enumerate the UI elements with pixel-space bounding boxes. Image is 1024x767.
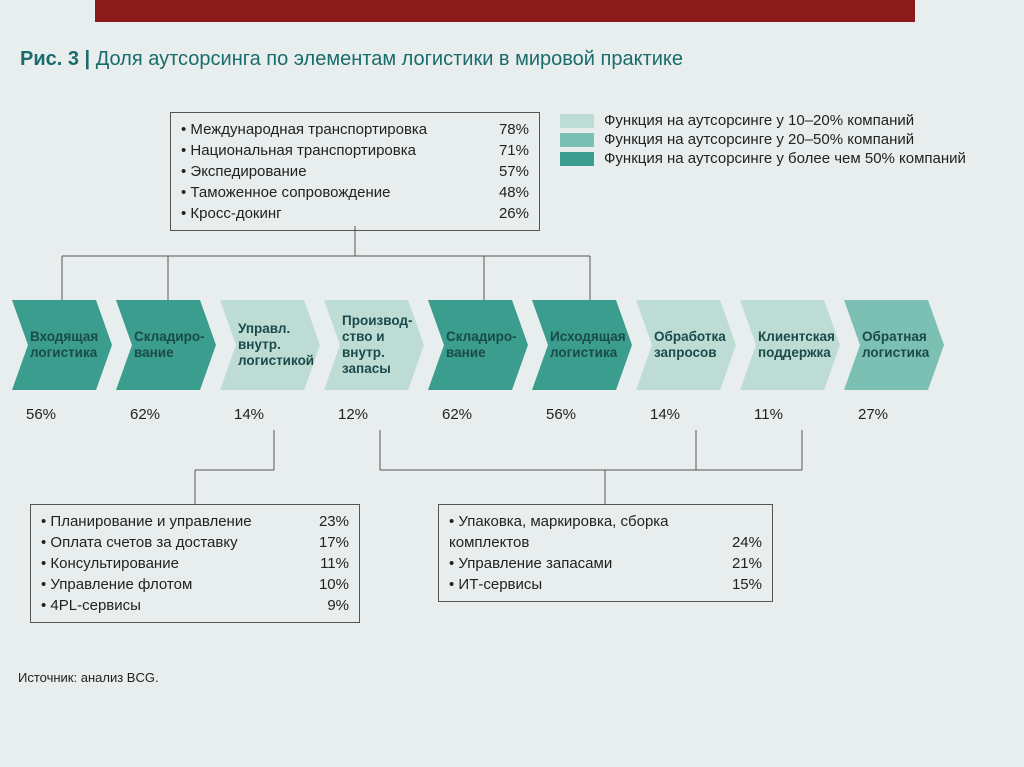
row-value: 21%	[732, 553, 762, 574]
legend-swatch	[560, 152, 594, 166]
process-chevron-row: Входящая логистика Складиро-вание Управл. …	[12, 300, 944, 390]
row-label: Управление флотом	[41, 574, 192, 595]
detail-row: Упаковка, маркировка, сборка комплектов 2…	[449, 511, 762, 553]
chevron-label: Обратная логистика	[862, 329, 938, 361]
process-chevron: Складиро-вание	[428, 300, 528, 390]
process-chevron: Клиентская поддержка	[740, 300, 840, 390]
chevron-percent: 11%	[740, 406, 840, 423]
legend-text: Функция на аутсорсинге у более чем 50% к…	[604, 150, 966, 167]
header-red-bar	[95, 0, 915, 22]
row-label: Экспедирование	[181, 161, 307, 182]
chevron-label: Складиро-вание	[446, 329, 522, 361]
chevron-label: Обработка запросов	[654, 329, 730, 361]
row-value: 71%	[499, 140, 529, 161]
row-value: 78%	[499, 119, 529, 140]
detail-row: Консультирование 11%	[41, 553, 349, 574]
detail-row: 4PL-сервисы 9%	[41, 595, 349, 616]
top-box-row: Национальная транспортировка 71%	[181, 140, 529, 161]
row-label: Управление запасами	[449, 553, 612, 574]
top-box-row: Экспедирование 57%	[181, 161, 529, 182]
detail-row: Управление запасами 21%	[449, 553, 762, 574]
row-label: Упаковка, маркировка, сборка комплектов	[449, 511, 669, 553]
legend-item: Функция на аутсорсинге у 10–20% компаний	[560, 112, 966, 129]
chevron-percent: 27%	[844, 406, 944, 423]
legend-item: Функция на аутсорсинге у 20–50% компаний	[560, 131, 966, 148]
process-chevron: Складиро-вание	[116, 300, 216, 390]
chevron-label: Складиро-вание	[134, 329, 210, 361]
row-value: 24%	[732, 532, 762, 553]
bottom-right-detail-box: Упаковка, маркировка, сборка комплектов 2…	[438, 504, 773, 602]
row-label: Национальная транспортировка	[181, 140, 416, 161]
row-label: 4PL-сервисы	[41, 595, 141, 616]
chevron-label: Управл. внутр. логистикой	[238, 321, 314, 370]
chevron-percent: 14%	[636, 406, 736, 423]
row-value: 57%	[499, 161, 529, 182]
row-label: Планирование и управление	[41, 511, 252, 532]
chevron-percent: 56%	[532, 406, 632, 423]
bottom-left-detail-box: Планирование и управление23%Оплата счето…	[30, 504, 360, 623]
row-value: 26%	[499, 203, 529, 224]
chevron-percent: 62%	[116, 406, 216, 423]
chevron-label: Исходящая логистика	[550, 329, 626, 361]
title-prefix: Рис. 3 |	[20, 48, 96, 70]
chevron-percent: 56%	[12, 406, 112, 423]
row-label: Кросс-докинг	[181, 203, 282, 224]
process-chevron: Производ-ство и внутр. запасы	[324, 300, 424, 390]
detail-row: ИТ-сервисы 15%	[449, 574, 762, 595]
percent-row: 56%62%14%12%62%56%14%11%27%	[12, 406, 944, 423]
top-box-row: Международная транспортировка 78%	[181, 119, 529, 140]
source-text: Источник: анализ BCG.	[18, 670, 159, 685]
chevron-label: Входящая логистика	[30, 329, 106, 361]
process-chevron: Обратная логистика	[844, 300, 944, 390]
legend-text: Функция на аутсорсинге у 20–50% компаний	[604, 131, 914, 148]
row-value: 23%	[319, 511, 349, 532]
process-chevron: Входящая логистика	[12, 300, 112, 390]
row-label: Оплата счетов за доставку	[41, 532, 238, 553]
detail-row: Управление флотом 10%	[41, 574, 349, 595]
title-text: Доля аутсорсинга по элементам логистики …	[96, 48, 683, 70]
legend: Функция на аутсорсинге у 10–20% компаний…	[560, 112, 966, 169]
row-label: Консультирование	[41, 553, 179, 574]
top-detail-box: Международная транспортировка78%Национал…	[170, 112, 540, 231]
row-label: ИТ-сервисы	[449, 574, 542, 595]
detail-row: Планирование и управление 23%	[41, 511, 349, 532]
figure-title: Рис. 3 | Доля аутсорсинга по элементам л…	[20, 48, 683, 71]
row-value: 15%	[732, 574, 762, 595]
row-value: 10%	[319, 574, 349, 595]
chevron-percent: 14%	[220, 406, 320, 423]
process-chevron: Исходящая логистика	[532, 300, 632, 390]
detail-row: Оплата счетов за доставку 17%	[41, 532, 349, 553]
process-chevron: Управл. внутр. логистикой	[220, 300, 320, 390]
top-box-row: Таможенное сопровождение 48%	[181, 182, 529, 203]
row-value: 11%	[320, 553, 349, 574]
chevron-label: Клиентская поддержка	[758, 329, 835, 361]
top-box-row: Кросс-докинг 26%	[181, 203, 529, 224]
legend-text: Функция на аутсорсинге у 10–20% компаний	[604, 112, 914, 129]
process-chevron: Обработка запросов	[636, 300, 736, 390]
row-label: Таможенное сопровождение	[181, 182, 390, 203]
row-value: 48%	[499, 182, 529, 203]
row-value: 17%	[319, 532, 349, 553]
chevron-label: Производ-ство и внутр. запасы	[342, 313, 418, 378]
row-value: 9%	[327, 595, 349, 616]
legend-item: Функция на аутсорсинге у более чем 50% к…	[560, 150, 966, 167]
legend-swatch	[560, 114, 594, 128]
chevron-percent: 12%	[324, 406, 424, 423]
row-label: Международная транспортировка	[181, 119, 427, 140]
legend-swatch	[560, 133, 594, 147]
chevron-percent: 62%	[428, 406, 528, 423]
